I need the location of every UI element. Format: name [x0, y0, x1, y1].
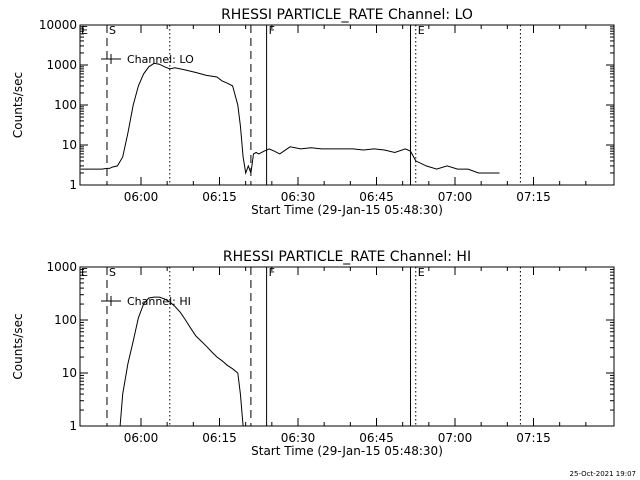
x-tick-label: 06:45 — [359, 190, 394, 204]
plot-timestamp: 25-Oct-2021 19:07 — [569, 470, 636, 478]
x-tick-label: 06:00 — [124, 431, 159, 445]
legend-label: Channel: LO — [127, 53, 194, 66]
y-tick-label: 10000 — [39, 18, 77, 32]
y-tick-label: 100 — [54, 313, 77, 327]
y-tick-label: 1000 — [46, 260, 77, 274]
x-axis-label: Start Time (29-Jan-15 05:48:30) — [251, 203, 443, 217]
x-tick-label: 07:15 — [516, 431, 551, 445]
x-tick-label: 06:45 — [359, 431, 394, 445]
y-axis-label: Counts/sec — [11, 72, 25, 138]
marker-label: S — [109, 24, 116, 37]
x-tick-label: 06:15 — [202, 431, 237, 445]
marker-label: E — [418, 24, 425, 37]
plot-frame — [79, 266, 615, 427]
x-tick-label: 07:00 — [438, 190, 473, 204]
marker-label: E — [81, 266, 88, 279]
plot-frame — [79, 24, 615, 186]
y-tick-label: 1000 — [46, 58, 77, 72]
y-axis-label: Counts/sec — [11, 313, 25, 379]
chart-panel-lo: RHESSI PARTICLE_RATE Channel: LO 1 10 100 10… — [11, 7, 615, 217]
marker-label: F — [269, 266, 275, 279]
y-tick-label: 1 — [69, 178, 77, 192]
y-tick-label: 10 — [62, 138, 77, 152]
series-line — [119, 296, 244, 427]
y-tick-label: 10 — [62, 366, 77, 380]
y-tick-label: 1 — [69, 419, 77, 433]
x-tick-label: 06:30 — [281, 431, 316, 445]
x-tick-label: 07:00 — [438, 431, 473, 445]
x-tick-label: 06:15 — [202, 190, 237, 204]
chart-title: RHESSI PARTICLE_RATE Channel: LO — [221, 7, 473, 23]
chart-panel-hi: RHESSI PARTICLE_RATE Channel: HI 1 10 100 10… — [11, 249, 615, 458]
x-axis-label: Start Time (29-Jan-15 05:48:30) — [251, 444, 443, 458]
marker-label: S — [109, 266, 116, 279]
x-tick-label: 06:30 — [281, 190, 316, 204]
marker-label: E — [81, 24, 88, 37]
series-line — [80, 62, 500, 175]
marker-label: E — [418, 266, 425, 279]
marker-label: F — [269, 24, 275, 37]
x-tick-label: 06:00 — [124, 190, 159, 204]
x-tick-label: 07:15 — [516, 190, 551, 204]
y-tick-label: 100 — [54, 98, 77, 112]
chart-title: RHESSI PARTICLE_RATE Channel: HI — [223, 249, 471, 265]
